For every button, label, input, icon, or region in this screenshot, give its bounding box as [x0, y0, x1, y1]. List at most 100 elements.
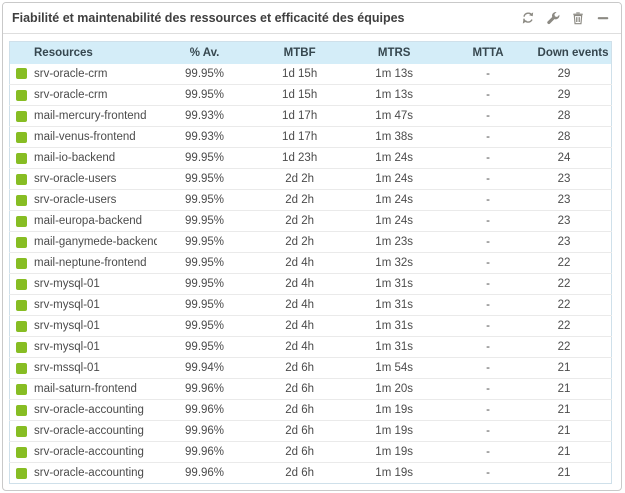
mtta-cell: -: [441, 147, 536, 169]
resource-cell: mail-europa-backend: [9, 210, 157, 232]
availability-cell: 99.95%: [156, 147, 253, 169]
down-events-cell: 21: [535, 378, 612, 400]
mtbf-cell: 1d 23h: [252, 147, 348, 169]
table-row[interactable]: srv-oracle-accounting 99.96% 2d 6h 1m 19…: [9, 462, 612, 484]
resource-cell: srv-mysql-01: [9, 336, 157, 358]
table-header-row: Resources % Av. MTBF MTRS MTTA Down even…: [9, 41, 612, 64]
mtrs-cell: 1m 23s: [347, 231, 442, 253]
resource-name: srv-mysql-01: [34, 341, 100, 353]
resource-name: mail-io-backend: [34, 152, 116, 164]
mtta-cell: -: [441, 126, 536, 148]
resource-name: srv-oracle-crm: [34, 89, 108, 101]
column-header-resources[interactable]: Resources: [9, 41, 157, 64]
availability-cell: 99.95%: [156, 231, 253, 253]
table-row[interactable]: srv-oracle-users 99.95% 2d 2h 1m 24s - 2…: [9, 189, 612, 211]
table-row[interactable]: srv-mysql-01 99.95% 2d 4h 1m 31s - 22: [9, 336, 612, 358]
resource-name: srv-oracle-accounting: [34, 467, 144, 479]
availability-cell: 99.96%: [156, 441, 253, 463]
status-ok-icon: [16, 110, 27, 122]
mtrs-cell: 1m 32s: [347, 252, 442, 274]
table-row[interactable]: srv-oracle-crm 99.95% 1d 15h 1m 13s - 29: [10, 64, 612, 85]
resource-name: mail-mercury-frontend: [34, 110, 147, 122]
table-row[interactable]: srv-oracle-crm 99.95% 1d 15h 1m 13s - 29: [9, 84, 612, 106]
table-row[interactable]: srv-mysql-01 99.95% 2d 4h 1m 31s - 22: [9, 315, 612, 337]
column-header-mtta[interactable]: MTTA: [441, 41, 536, 64]
mtbf-cell: 2d 2h: [252, 231, 348, 253]
mtta-cell: -: [441, 378, 536, 400]
table-row[interactable]: mail-ganymede-backend 99.95% 2d 2h 1m 23…: [9, 231, 612, 253]
availability-cell: 99.96%: [156, 420, 253, 442]
mtbf-cell: 2d 6h: [252, 357, 348, 379]
mtta-cell: -: [441, 273, 536, 295]
mtbf-cell: 1d 15h: [252, 84, 348, 106]
mtbf-cell: 2d 2h: [252, 210, 348, 232]
mtbf-cell: 2d 6h: [252, 441, 348, 463]
down-events-cell: 21: [535, 462, 612, 484]
column-header-availability[interactable]: % Av.: [156, 41, 253, 64]
resource-name: srv-mysql-01: [34, 320, 100, 332]
status-ok-icon: [16, 383, 27, 395]
mtbf-cell: 2d 4h: [252, 336, 348, 358]
mtbf-cell: 2d 4h: [252, 252, 348, 274]
mtta-cell: -: [441, 189, 536, 211]
mtrs-cell: 1m 19s: [347, 420, 442, 442]
mtrs-cell: 1m 54s: [347, 357, 442, 379]
down-events-cell: 21: [535, 399, 612, 421]
status-ok-icon: [16, 425, 27, 437]
table-row[interactable]: srv-oracle-users 99.95% 2d 2h 1m 24s - 2…: [9, 168, 612, 190]
resource-cell: mail-neptune-frontend: [9, 252, 157, 274]
availability-cell: 99.95%: [156, 315, 253, 337]
availability-cell: 99.95%: [156, 273, 253, 295]
resource-name: mail-neptune-frontend: [34, 257, 147, 269]
availability-cell: 99.94%: [156, 357, 253, 379]
down-events-cell: 23: [535, 210, 612, 232]
mtta-cell: -: [441, 294, 536, 316]
mtta-cell: -: [441, 252, 536, 274]
table-row[interactable]: srv-mysql-01 99.95% 2d 4h 1m 31s - 22: [9, 294, 612, 316]
trash-icon[interactable]: [570, 10, 586, 26]
mtbf-cell: 2d 6h: [252, 420, 348, 442]
table-row[interactable]: mail-venus-frontend 99.93% 1d 17h 1m 38s…: [9, 126, 612, 148]
down-events-cell: 21: [535, 441, 612, 463]
table-row[interactable]: srv-oracle-accounting 99.96% 2d 6h 1m 19…: [9, 420, 612, 442]
table-row[interactable]: srv-oracle-accounting 99.96% 2d 6h 1m 19…: [9, 441, 612, 463]
status-ok-icon: [16, 446, 27, 458]
down-events-cell: 21: [535, 357, 612, 379]
mtbf-cell: 1d 15h: [282, 67, 318, 80]
refresh-icon[interactable]: [520, 10, 536, 26]
mtbf-cell: 2d 4h: [252, 273, 348, 295]
wrench-icon[interactable]: [545, 10, 561, 26]
table-row[interactable]: srv-mysql-01 99.95% 2d 4h 1m 31s - 22: [9, 273, 612, 295]
column-header-down-events[interactable]: Down events: [535, 41, 612, 64]
resource-cell: srv-oracle-accounting: [9, 420, 157, 442]
availability-cell: 99.95%: [156, 252, 253, 274]
down-events-cell: 22: [535, 273, 612, 295]
mtbf-cell: 2d 4h: [252, 315, 348, 337]
mtta-cell: -: [441, 168, 536, 190]
column-header-mtrs[interactable]: MTRS: [347, 41, 442, 64]
table-row[interactable]: srv-oracle-accounting 99.96% 2d 6h 1m 19…: [9, 399, 612, 421]
table-row[interactable]: mail-mercury-frontend 99.93% 1d 17h 1m 4…: [9, 105, 612, 127]
widget-toolbar: [520, 10, 611, 26]
table-row[interactable]: mail-saturn-frontend 99.96% 2d 6h 1m 20s…: [9, 378, 612, 400]
resource-name: mail-ganymede-backend: [34, 236, 157, 248]
availability-cell: 99.95%: [156, 168, 253, 190]
mtrs-cell: 1m 13s: [347, 84, 442, 106]
mtbf-cell: 2d 6h: [252, 399, 348, 421]
table-row[interactable]: mail-neptune-frontend 99.95% 2d 4h 1m 32…: [9, 252, 612, 274]
table-row[interactable]: mail-io-backend 99.95% 1d 23h 1m 24s - 2…: [9, 147, 612, 169]
table-row[interactable]: srv-mssql-01 99.94% 2d 6h 1m 54s - 21: [9, 357, 612, 379]
mtta-cell: -: [441, 399, 536, 421]
resource-name: mail-venus-frontend: [34, 131, 136, 143]
mtrs-cell: 1m 31s: [347, 294, 442, 316]
collapse-icon[interactable]: [595, 10, 611, 26]
mtta-cell: -: [486, 67, 490, 80]
column-header-mtbf[interactable]: MTBF: [252, 41, 348, 64]
mtta-cell: -: [441, 210, 536, 232]
mtta-cell: -: [441, 336, 536, 358]
down-events-cell: 28: [535, 105, 612, 127]
table-row[interactable]: mail-europa-backend 99.95% 2d 2h 1m 24s …: [9, 210, 612, 232]
status-ok-icon: [16, 278, 27, 290]
resource-cell: srv-mssql-01: [9, 357, 157, 379]
status-ok-icon: [16, 467, 27, 479]
